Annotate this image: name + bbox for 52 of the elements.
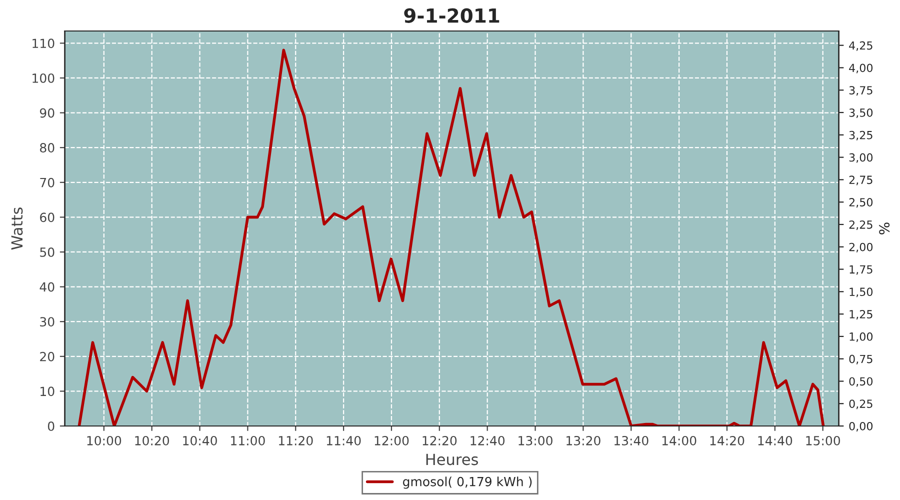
y2-tick-label: 2,50 <box>849 198 873 208</box>
y-tick-label: 80 <box>40 143 54 153</box>
y2-tick-label: 1,25 <box>850 310 872 320</box>
x-tick-label: 11:00 <box>231 436 265 446</box>
y2-tick-label: 3,75 <box>849 86 872 96</box>
y-tick-label: 30 <box>40 317 54 327</box>
x-tick-label: 12:20 <box>422 436 457 446</box>
y-tick-label: 100 <box>32 73 54 83</box>
legend-label: gmosol( 0,179 kWh ) <box>403 476 532 489</box>
y2-tick-label: 1,00 <box>850 332 873 342</box>
y2-tick-label: 3,00 <box>849 153 873 163</box>
x-tick-label: 13:20 <box>566 436 600 446</box>
y2-tick-label: 2,75 <box>849 176 872 186</box>
y-tick-label: 60 <box>40 212 54 222</box>
y2-tick-label: 0,50 <box>849 377 873 387</box>
chart-title: 9-1-2011 <box>404 8 500 23</box>
y2-tick-label: 4,25 <box>849 41 872 51</box>
y2-tick-label: 1,50 <box>850 288 873 298</box>
y2-tick-label: 3,50 <box>849 108 873 118</box>
y-tick-label: 50 <box>40 247 54 257</box>
y2-axis-title: % <box>879 222 890 234</box>
x-tick-label: 14:40 <box>758 436 792 446</box>
y-tick-label: 110 <box>32 38 54 48</box>
y2-tick-label: 2,00 <box>849 242 873 252</box>
y-tick-label: 90 <box>40 108 54 118</box>
x-tick-label: 14:00 <box>662 436 696 446</box>
x-tick-label: 15:00 <box>806 436 840 446</box>
y2-tick-label: 0,25 <box>849 400 872 410</box>
y2-tick-label: 0,75 <box>849 354 872 364</box>
x-tick-label: 11:40 <box>326 436 361 446</box>
x-tick-label: 14:20 <box>710 436 744 446</box>
y-tick-label: 40 <box>40 282 54 292</box>
x-tick-label: 13:00 <box>518 436 552 446</box>
y2-tick-label: 4,00 <box>849 64 873 74</box>
y2-tick-label: 2,25 <box>849 220 872 230</box>
y-tick-label: 0 <box>48 421 54 431</box>
y2-tick-label: 3,25 <box>849 130 872 140</box>
y-axis-title: Watts <box>11 208 23 250</box>
x-tick-label: 12:40 <box>470 436 505 446</box>
y2-tick-label: 1,75 <box>850 265 872 275</box>
y-tick-label: 10 <box>40 386 54 396</box>
line-series <box>78 48 825 426</box>
x-tick-label: 10:40 <box>183 436 217 446</box>
x-tick-label: 12:00 <box>374 436 409 446</box>
x-tick-label: 10:20 <box>135 436 170 446</box>
y-tick-label: 70 <box>40 178 54 188</box>
x-axis-title: Heures <box>426 454 478 466</box>
y-tick-label: 20 <box>40 352 54 362</box>
y2-tick-label: 0,00 <box>849 422 873 432</box>
x-tick-label: 10:00 <box>87 436 122 446</box>
x-tick-label: 11:20 <box>278 436 313 446</box>
x-tick-label: 13:40 <box>614 436 648 446</box>
